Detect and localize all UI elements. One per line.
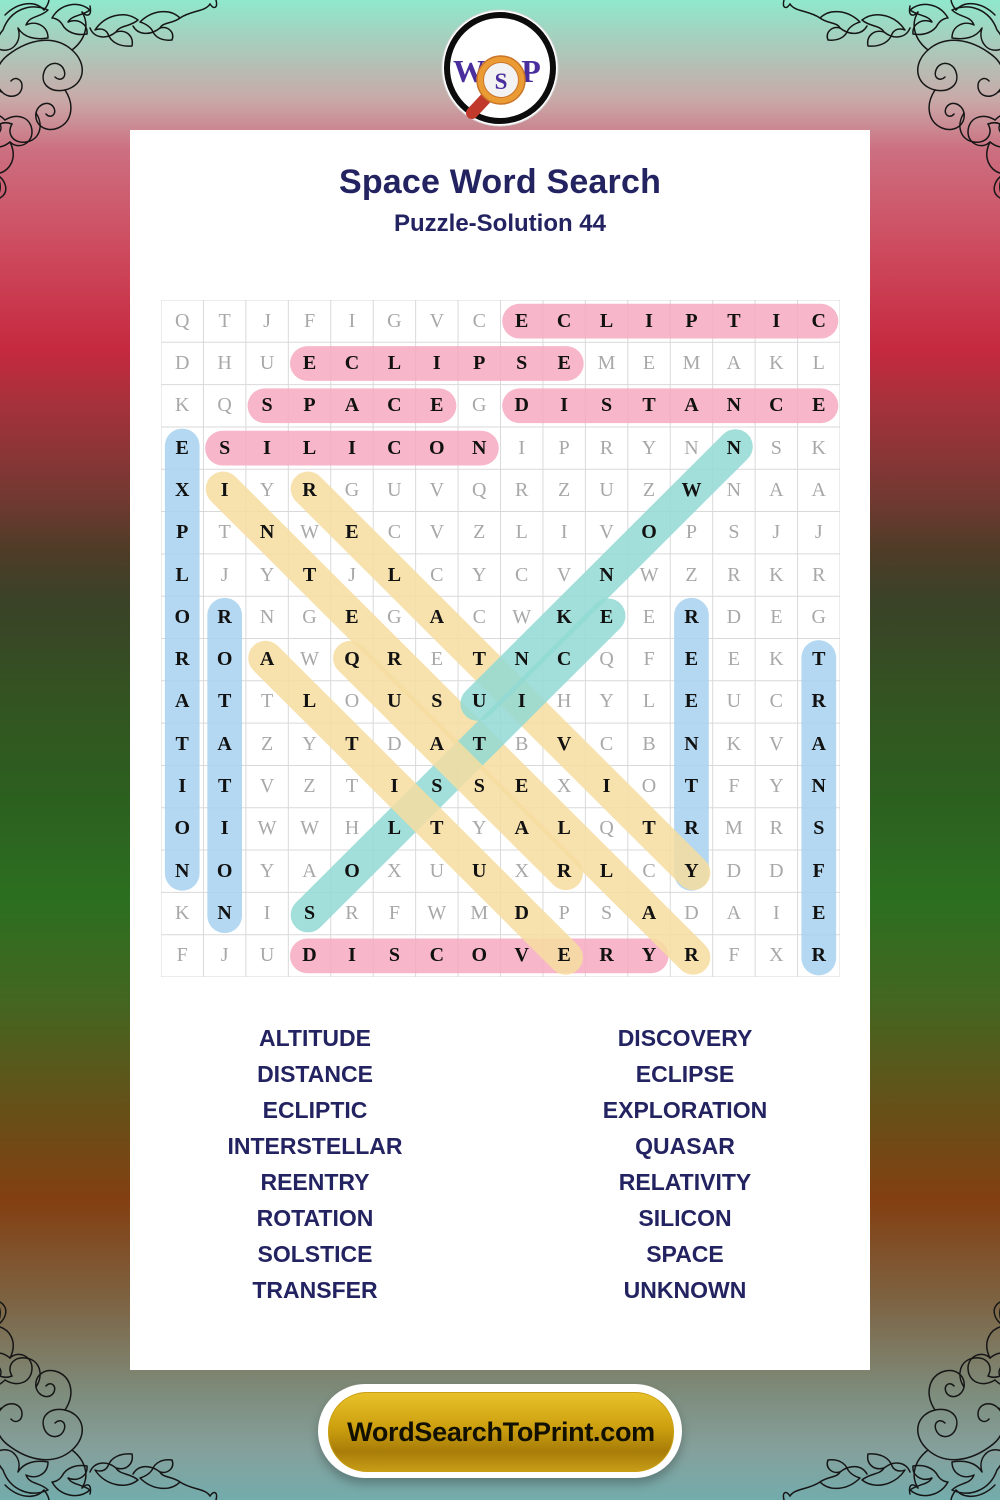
svg-text:S: S (495, 69, 508, 94)
